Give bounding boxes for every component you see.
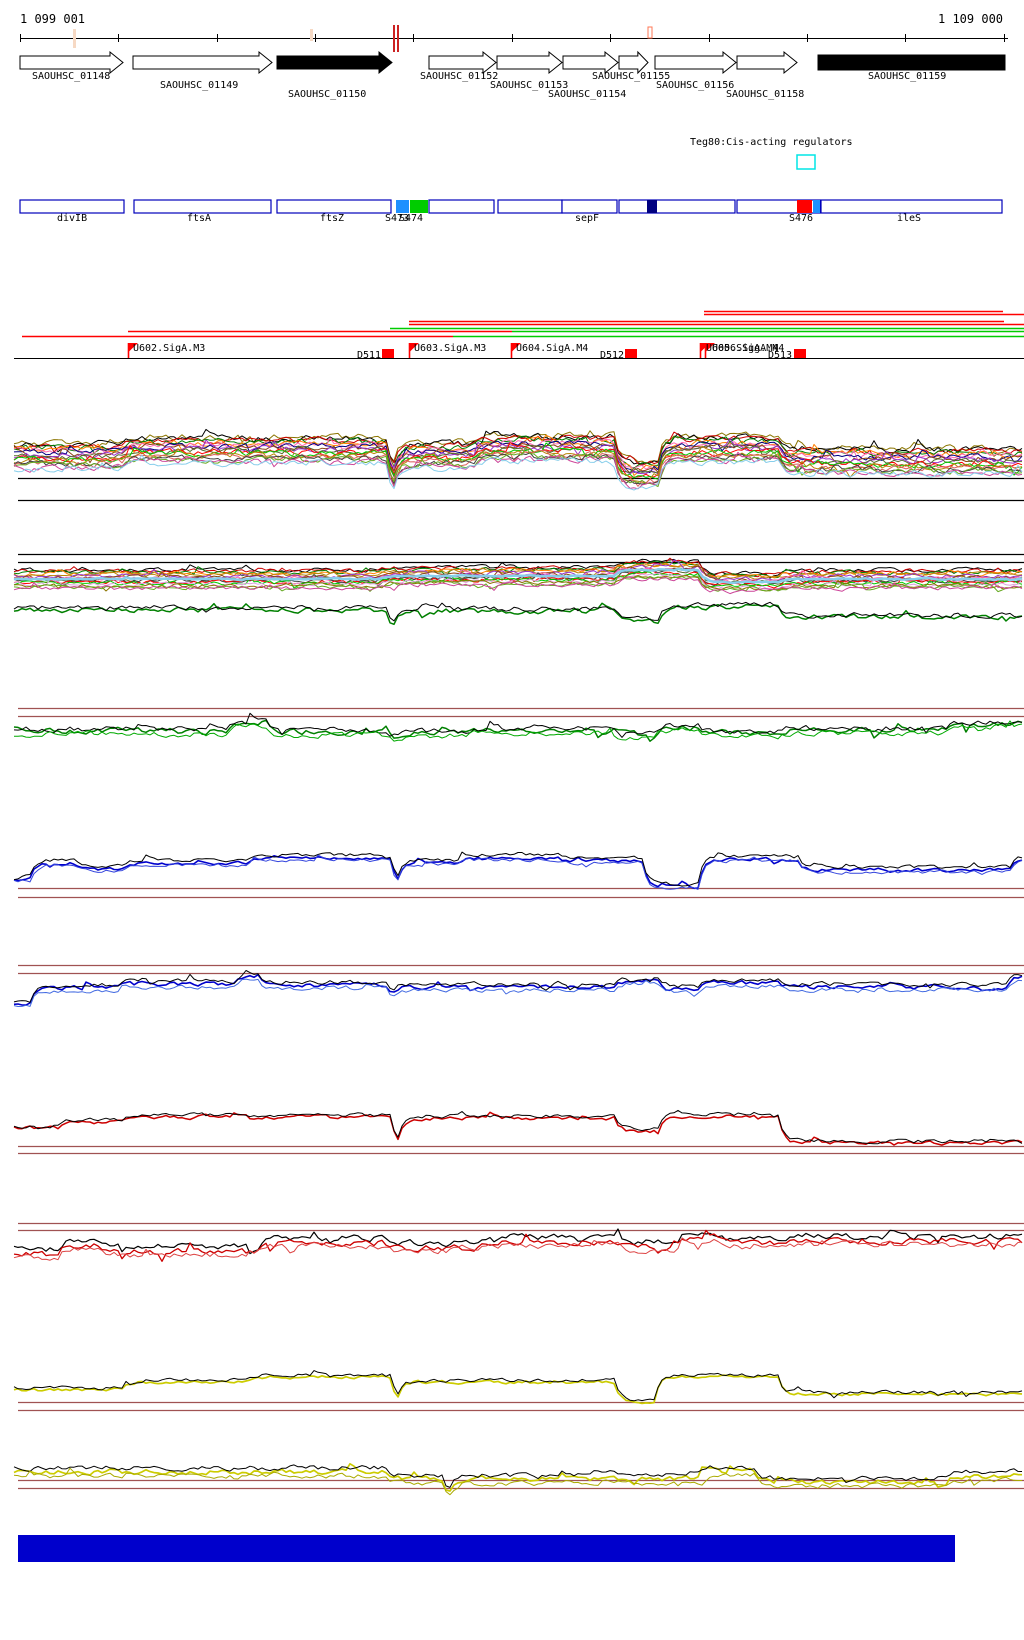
red-marker-bar — [393, 25, 395, 52]
annotation-box[interactable] — [618, 199, 736, 214]
all-probes-upper-signal — [13, 440, 1023, 473]
cream-marker — [73, 29, 76, 48]
green-plus-signal — [13, 601, 1023, 622]
blue-minus-signal — [13, 978, 1023, 1007]
all-probes-lower-signal — [13, 567, 1023, 585]
orange-marker — [647, 26, 653, 39]
red-marker-bar — [397, 25, 399, 52]
tss-flag-icon[interactable] — [705, 343, 716, 352]
terminator-box[interactable] — [382, 349, 394, 358]
gene-arrow[interactable] — [132, 50, 273, 75]
gene-arrow[interactable] — [19, 50, 124, 75]
annotation-box[interactable] — [561, 199, 618, 214]
annotation-box[interactable] — [276, 199, 392, 214]
annotation-feature-box[interactable] — [410, 200, 428, 213]
all-probes-upper-signal — [13, 451, 1023, 490]
blue-plus-signal — [13, 851, 1023, 887]
cream-marker — [310, 29, 313, 41]
red-minus-signal — [13, 1228, 1023, 1255]
blue-minus-signal — [13, 970, 1023, 1003]
all-probes-upper-signal — [13, 452, 1023, 485]
red-plus-signal — [13, 1109, 1023, 1145]
selection-bar — [18, 1535, 955, 1562]
all-probes-upper-signal — [13, 445, 1023, 486]
annotation-box[interactable] — [428, 199, 495, 214]
tss-flag-icon[interactable] — [409, 343, 420, 352]
yellow-minus-signal — [13, 1464, 1023, 1488]
red-minus-signal — [13, 1237, 1023, 1261]
all-probes-lower-signal — [13, 576, 1023, 595]
gene-arrow[interactable] — [496, 50, 563, 75]
red-plus-signal — [13, 1111, 1023, 1146]
all-probes-lower-signal — [13, 563, 1023, 580]
yellow-minus-signal — [13, 1467, 1022, 1496]
all-probes-lower-signal — [13, 571, 1023, 589]
blue-plus-signal — [13, 854, 1023, 890]
all-probes-lower-signal — [13, 560, 1023, 581]
annotation-feature-box[interactable] — [396, 200, 409, 213]
all-probes-upper-signal — [13, 435, 1023, 469]
tss-flag-icon[interactable] — [128, 343, 139, 352]
all-probes-upper-signal — [13, 446, 1023, 487]
all-probes-upper-signal — [13, 454, 1023, 491]
all-probes-upper-signal — [13, 431, 1023, 466]
blue-minus-signal — [13, 973, 1023, 1006]
gene-arrow[interactable] — [654, 50, 737, 75]
blue-plus-signal — [13, 854, 1023, 890]
annotation-box[interactable] — [19, 199, 125, 214]
tss-flag-icon[interactable] — [511, 343, 522, 352]
annotation-box[interactable] — [133, 199, 272, 214]
gene-arrow[interactable] — [618, 50, 649, 75]
annotation-box[interactable] — [497, 199, 563, 214]
terminator-box[interactable] — [794, 349, 806, 358]
green-minus-signal — [14, 720, 1023, 742]
gene-arrow[interactable] — [428, 50, 497, 75]
gene-arrow[interactable] — [276, 50, 393, 75]
annotation-feature-box[interactable] — [797, 200, 812, 213]
annotation-feature-box[interactable] — [647, 200, 657, 213]
gene-arrow[interactable] — [736, 50, 798, 75]
all-probes-lower-signal — [13, 562, 1023, 579]
yellow-plus-signal — [13, 1370, 1023, 1402]
gene-arrow[interactable] — [817, 54, 1006, 71]
annotation-box[interactable] — [820, 199, 1003, 214]
terminator-box[interactable] — [625, 349, 637, 358]
all-probes-lower-signal — [13, 575, 1023, 592]
teg80-regulator-box[interactable] — [796, 154, 816, 170]
gene-arrow[interactable] — [562, 50, 619, 75]
yellow-minus-signal — [13, 1462, 1023, 1492]
yellow-plus-signal — [13, 1374, 1023, 1405]
annotation-feature-box[interactable] — [813, 200, 820, 213]
green-minus-signal — [13, 712, 1023, 738]
